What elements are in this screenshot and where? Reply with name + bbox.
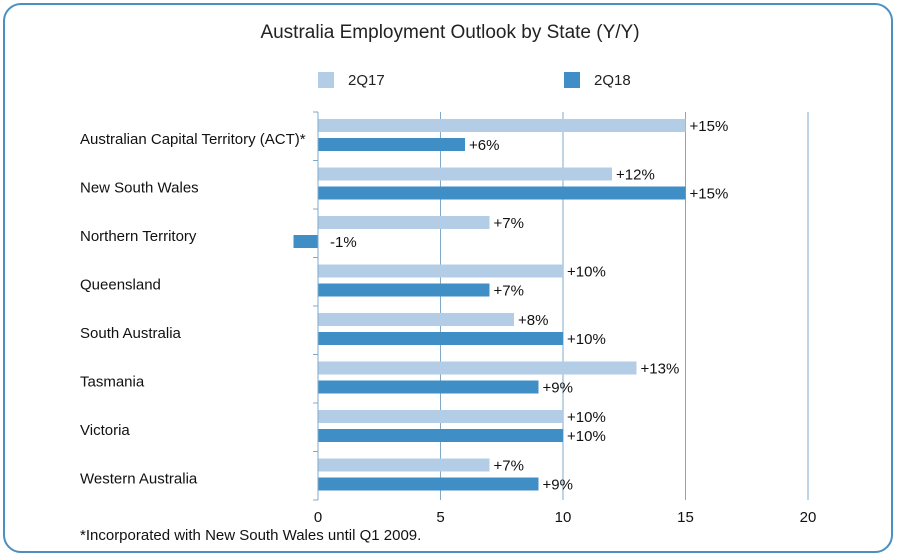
value-label-2q18-5: +9%: [543, 380, 573, 397]
bar-2q17-1: [318, 167, 612, 181]
legend-item-2q18: 2Q18: [564, 70, 631, 90]
value-label-2q17-6: +10%: [567, 409, 606, 426]
value-label-2q17-2: +7%: [494, 215, 524, 232]
x-tick-label-0: 0: [314, 509, 322, 526]
legend-swatch-2q18: [564, 72, 580, 88]
category-label-3: Queensland: [80, 277, 161, 294]
category-label-5: Tasmania: [80, 374, 145, 391]
legend-swatch-2q17: [318, 72, 334, 88]
bar-2q17-0: [318, 119, 686, 132]
value-label-2q17-7: +7%: [494, 458, 524, 475]
value-label-2q18-1: +15%: [690, 186, 729, 203]
chart-title: Australia Employment Outlook by State (Y…: [260, 22, 640, 43]
category-label-0: Australian Capital Territory (ACT)*: [80, 131, 306, 148]
legend-label-2q17: 2Q17: [348, 71, 385, 89]
bar-2q17-4: [318, 313, 514, 326]
bar-2q18-5: [318, 380, 539, 394]
x-tick-label-20: 20: [800, 509, 817, 526]
category-label-6: Victoria: [80, 422, 130, 439]
value-label-2q17-5: +13%: [641, 361, 680, 378]
bar-2q18-2: [293, 235, 318, 248]
value-label-2q17-4: +8%: [518, 312, 548, 329]
category-label-7: Western Australia: [80, 471, 198, 488]
bar-2q17-3: [318, 264, 563, 278]
value-label-2q17-3: +10%: [567, 264, 606, 281]
x-tick-label-5: 5: [436, 509, 444, 526]
legend-label-2q18: 2Q18: [594, 71, 631, 89]
value-label-2q18-7: +9%: [543, 477, 573, 494]
category-label-1: New South Wales: [80, 180, 199, 197]
bar-2q18-1: [318, 186, 686, 200]
bar-2q18-3: [318, 283, 490, 297]
value-label-2q18-3: +7%: [494, 283, 524, 300]
bar-2q18-4: [318, 332, 563, 345]
bar-2q18-7: [318, 477, 539, 491]
category-label-2: Northern Territory: [80, 228, 197, 245]
x-tick-label-15: 15: [677, 509, 694, 526]
x-tick-label-10: 10: [555, 509, 572, 526]
value-label-2q18-0: +6%: [469, 137, 499, 154]
value-label-2q18-6: +10%: [567, 428, 606, 445]
value-label-2q17-0: +15%: [690, 118, 729, 135]
bar-2q18-6: [318, 429, 563, 442]
footnote: *Incorporated with New South Wales until…: [80, 527, 422, 544]
bar-2q18-0: [318, 138, 465, 151]
category-label-4: South Australia: [80, 325, 182, 342]
value-label-2q17-1: +12%: [616, 167, 655, 184]
value-label-2q18-4: +10%: [567, 331, 606, 348]
value-label-2q18-2: -1%: [330, 234, 357, 251]
bar-2q17-6: [318, 410, 563, 423]
bar-2q17-7: [318, 458, 490, 472]
bar-2q17-5: [318, 361, 637, 375]
legend-item-2q17: 2Q17: [318, 70, 385, 90]
bar-2q17-2: [318, 216, 490, 229]
